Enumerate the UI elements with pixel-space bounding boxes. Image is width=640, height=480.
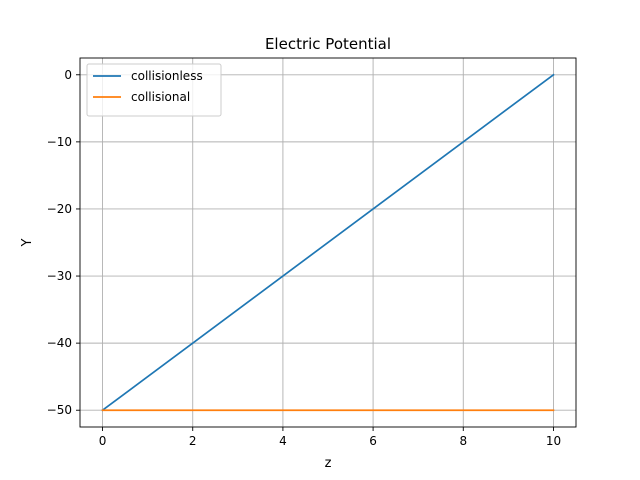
plot-frame: [79, 57, 577, 428]
series-line-collisionless: [101, 73, 555, 412]
axis-ticks: 0 2 4 6 8 10 0 −10 −20 −30 −40 −50: [47, 68, 561, 448]
y-tick-label: −30: [47, 269, 72, 283]
y-tick-label: −20: [47, 202, 72, 216]
y-tick-label: 0: [64, 68, 72, 82]
grid-lines: [80, 58, 576, 427]
y-tick-label: −40: [47, 336, 72, 350]
legend-label: collisional: [131, 90, 190, 104]
legend-label: collisionless: [131, 69, 203, 83]
plot-series: [101, 73, 555, 412]
x-tick-label: 4: [279, 434, 287, 448]
x-tick-label: 10: [546, 434, 561, 448]
y-axis-label: Y: [20, 238, 35, 247]
x-tick-label: 0: [99, 434, 107, 448]
legend-box: [86, 63, 222, 117]
x-axis-label: z: [325, 456, 332, 471]
chart-title: Electric Potential: [265, 35, 391, 53]
y-tick-label: −10: [47, 135, 72, 149]
x-tick-label: 8: [459, 434, 467, 448]
y-tick-label: −50: [47, 403, 72, 417]
x-tick-label: 2: [189, 434, 197, 448]
legend: collisionless collisional: [86, 63, 222, 117]
x-tick-label: 6: [369, 434, 377, 448]
